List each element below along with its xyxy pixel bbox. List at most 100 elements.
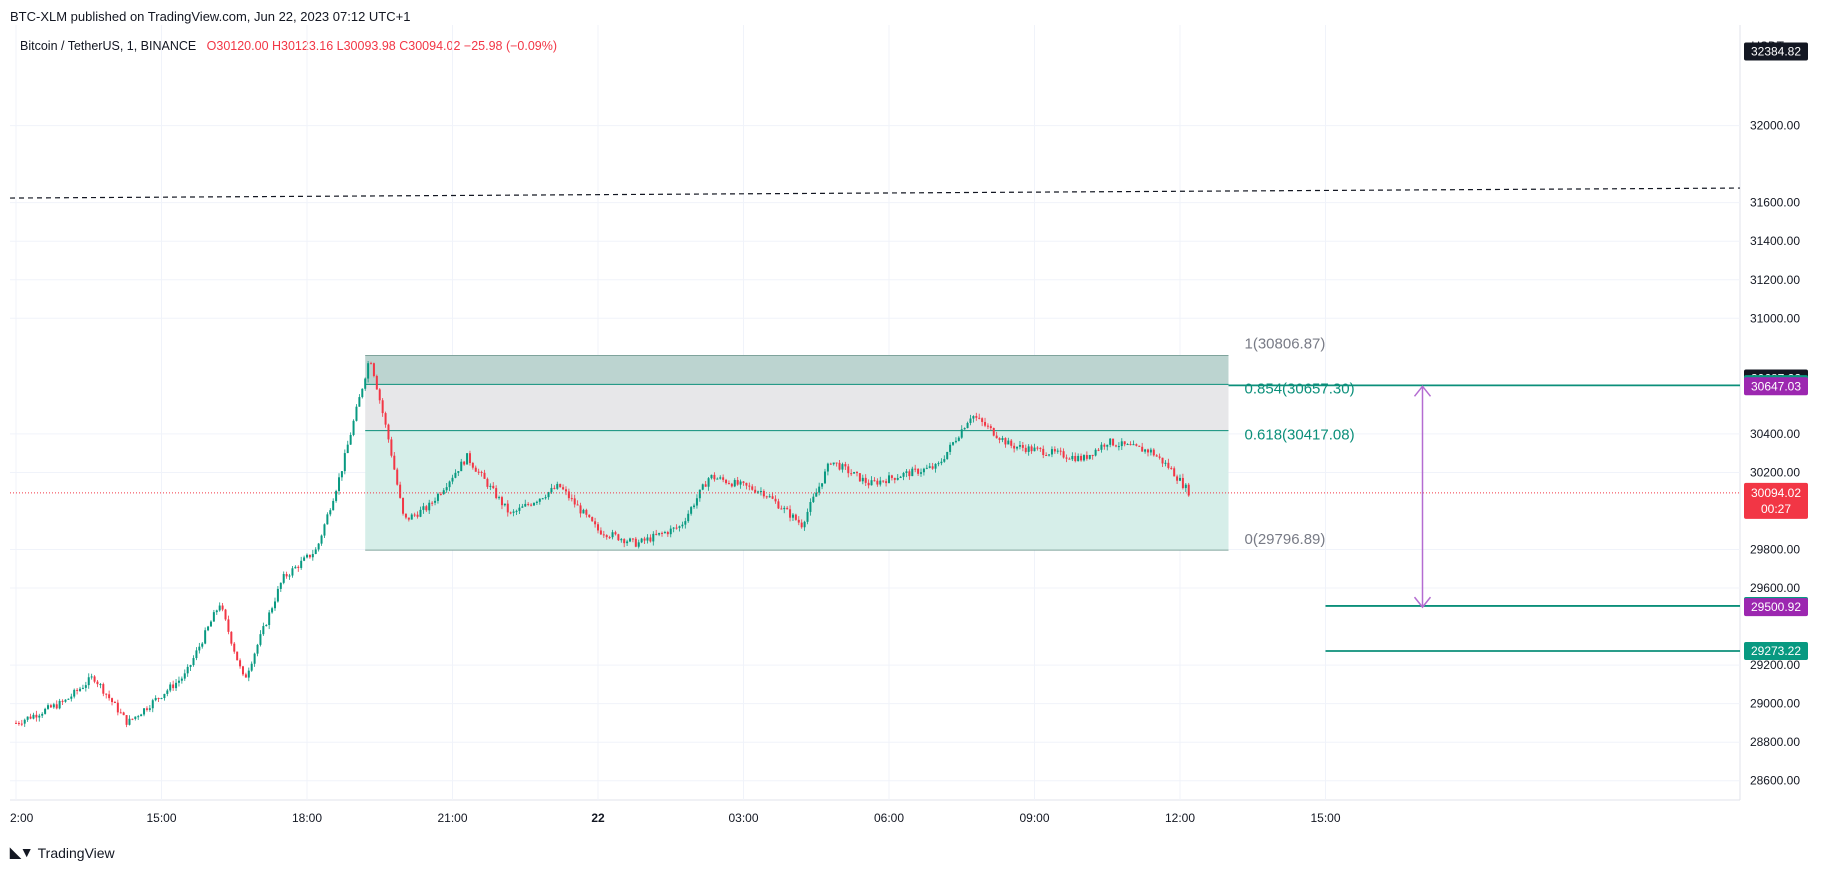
last-price-badge-bg [1744, 482, 1808, 519]
candle-body [247, 670, 250, 678]
candle-body [166, 690, 169, 694]
candle-body [329, 510, 332, 515]
symbol-legend[interactable]: Bitcoin / TetherUS, 1, BINANCE O30120.00… [20, 39, 557, 53]
candle-body [954, 440, 957, 443]
candle-body [338, 477, 341, 492]
candle-body [966, 422, 969, 429]
candle-body [1082, 455, 1085, 461]
candle-body [335, 491, 338, 501]
candle-body [812, 496, 815, 503]
candle-body [789, 509, 792, 518]
candle-body [239, 660, 242, 667]
candle-body [125, 715, 128, 725]
candle-body [867, 482, 870, 486]
candle-body [1129, 444, 1132, 446]
candle-body [215, 610, 218, 613]
candle-body [175, 682, 178, 689]
candle-body [716, 478, 719, 480]
candle-body [925, 467, 928, 469]
candle-body [890, 475, 893, 478]
candle-body [535, 501, 538, 503]
candle-body [361, 388, 364, 398]
price-tick-label: 31000.00 [1750, 311, 1800, 325]
candle-body [885, 481, 888, 484]
price-badge-label: 29273.22 [1751, 644, 1801, 658]
candle-body [180, 678, 183, 681]
candle-body [422, 506, 425, 510]
candle-body [672, 527, 675, 529]
candle-body [23, 719, 26, 724]
ohlc-open: O30120.00 [206, 39, 269, 53]
ohlc-change: −25.98 (−0.09%) [463, 39, 558, 53]
price-axis[interactable]: 32000.00 31600.00 31400.00 31200.00 31000.00… [1750, 119, 1800, 788]
candle-body [626, 541, 629, 544]
candle-body [271, 608, 274, 613]
candle-body [90, 676, 93, 678]
ohlc-low: L30093.98 [336, 39, 396, 53]
candle-body [492, 485, 495, 489]
candle-body [515, 510, 518, 512]
candle-body [695, 498, 698, 506]
candle-body [416, 514, 419, 517]
candle-body [666, 532, 669, 535]
candle-body [41, 713, 44, 716]
candle-body [806, 511, 809, 522]
candle-body [940, 461, 943, 464]
candle-body [99, 684, 102, 686]
candle-body [754, 489, 757, 493]
fibonacci-retracement[interactable]: 1(30806.87) 0.854(30657.30) 0.618(30417.08… [365, 336, 1355, 551]
candle-body [1112, 438, 1115, 446]
candle-body [704, 484, 707, 487]
candle-body [733, 480, 736, 487]
candle-body [49, 705, 52, 708]
candle-body [864, 477, 867, 483]
candle-body [509, 512, 512, 514]
annotations[interactable]: Long15:00 [1413, 45, 1824, 609]
candle-body [381, 400, 384, 414]
candle-body [818, 486, 821, 493]
published-caption: BTC-XLM published on TradingView.com, Ju… [10, 9, 411, 24]
price-badge-bg [1744, 598, 1808, 617]
candle-body [512, 511, 515, 513]
time-axis[interactable]: 2:00 15:00 18:00 21:00 22 03:00 06:00 09:00 12:0… [10, 811, 1341, 825]
candle-body [594, 521, 597, 525]
candle-body [873, 480, 876, 482]
candle-body [669, 528, 672, 535]
candle-body [1097, 449, 1100, 451]
candle-body [1018, 445, 1021, 447]
candle-body [567, 491, 570, 499]
candle-body [154, 697, 157, 701]
tradingview-brand[interactable]: ◣▼ TradingView [10, 844, 115, 861]
candle-body [777, 501, 780, 509]
candle-body [879, 480, 882, 485]
candle-body [538, 498, 541, 502]
candle-body [597, 524, 599, 531]
price-badge-label: 32384.82 [1751, 44, 1801, 58]
candle-body [751, 486, 754, 490]
candle-body [349, 434, 352, 445]
candle-body [15, 722, 17, 724]
candle-body [905, 471, 908, 473]
candle-body [661, 532, 664, 534]
candle-body [853, 472, 856, 474]
last-price-badge-countdown: 00:27 [1761, 502, 1791, 516]
candle-body [480, 471, 483, 473]
tradingview-logo-icon: ◣▼ [10, 844, 34, 860]
time-tick-label: 12:00 [1165, 811, 1195, 825]
candle-body [629, 538, 632, 542]
candle-body [471, 462, 474, 468]
candle-body [762, 491, 765, 497]
candle-body [273, 601, 276, 609]
candle-body [969, 418, 972, 423]
candle-body [439, 493, 442, 495]
candle-body [576, 504, 579, 506]
candle-body [431, 502, 434, 504]
time-tick-label: 03:00 [728, 811, 758, 825]
candle-body [765, 496, 768, 498]
candle-body [981, 418, 984, 422]
candle-body [343, 453, 346, 472]
candle-body [303, 557, 306, 561]
horizontal-lines[interactable] [9, 187, 1741, 652]
